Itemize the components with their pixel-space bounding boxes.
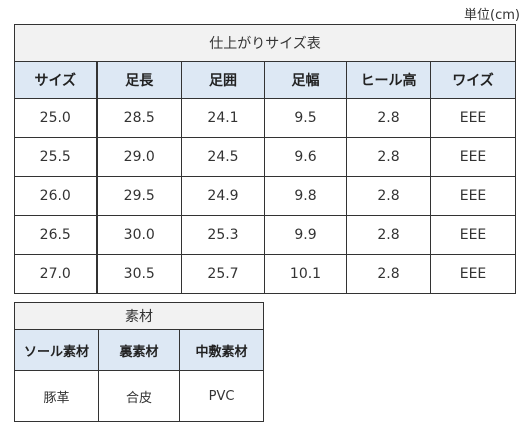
table-cell: 24.9 (181, 176, 265, 216)
table-cell: 25.3 (181, 215, 265, 255)
header-foot-length: 足長 (96, 61, 182, 99)
table-cell: 2.8 (346, 215, 431, 255)
table-cell: EEE (430, 98, 516, 138)
table-cell: 24.5 (181, 137, 265, 177)
header-lining-material: 裏素材 (98, 329, 180, 371)
table-cell: 2.8 (346, 98, 431, 138)
table-cell: 9.9 (264, 215, 347, 255)
table-cell: 30.5 (96, 254, 182, 294)
header-foot-width: 足幅 (264, 61, 347, 99)
size-table-title-row: 仕上がりサイズ表 (14, 24, 516, 62)
size-table: 仕上がりサイズ表 サイズ 足長 足囲 足幅 ヒール高 ワイズ 25.0 28.5… (14, 24, 516, 294)
table-cell: 10.1 (264, 254, 347, 294)
table-row: 25.0 28.5 24.1 9.5 2.8 EEE (14, 98, 516, 138)
table-cell: EEE (430, 215, 516, 255)
table-cell: 25.7 (181, 254, 265, 294)
table-cell: 26.5 (14, 215, 98, 255)
table-cell: 28.5 (96, 98, 182, 138)
table-row: 豚革 合皮 PVC (14, 370, 265, 422)
material-table: 素材 ソール素材 裏素材 中敷素材 豚革 合皮 PVC (13, 302, 265, 422)
table-cell: 29.0 (96, 137, 182, 177)
table-cell: EEE (430, 137, 516, 177)
table-row: 25.5 29.0 24.5 9.6 2.8 EEE (14, 137, 516, 177)
table-cell: 9.5 (264, 98, 347, 138)
table-cell: 9.6 (264, 137, 347, 177)
unit-label: 単位(cm) (464, 8, 520, 23)
table-cell: 29.5 (96, 176, 182, 216)
table-cell: 2.8 (346, 254, 431, 294)
table-cell: 2.8 (346, 137, 431, 177)
material-table-header-row: ソール素材 裏素材 中敷素材 (14, 329, 265, 371)
table-cell: 2.8 (346, 176, 431, 216)
table-cell: 30.0 (96, 215, 182, 255)
header-insole-material: 中敷素材 (178, 329, 265, 371)
table-cell: 豚革 (14, 370, 99, 422)
table-cell: 25.5 (14, 137, 98, 177)
size-table-title: 仕上がりサイズ表 (14, 24, 516, 62)
table-row: 26.5 30.0 25.3 9.9 2.8 EEE (14, 215, 516, 255)
table-cell: EEE (430, 254, 516, 294)
material-table-title-row: 素材 (13, 302, 265, 330)
header-sole-material: ソール素材 (14, 329, 99, 371)
table-cell: 9.8 (264, 176, 347, 216)
table-cell: 合皮 (98, 370, 180, 422)
table-cell: PVC (178, 370, 265, 422)
header-heel-height: ヒール高 (346, 61, 431, 99)
table-cell: 27.0 (14, 254, 98, 294)
header-foot-girth: 足囲 (181, 61, 265, 99)
material-table-title: 素材 (13, 302, 265, 330)
table-cell: EEE (430, 176, 516, 216)
table-row: 26.0 29.5 24.9 9.8 2.8 EEE (14, 176, 516, 216)
table-row: 27.0 30.5 25.7 10.1 2.8 EEE (14, 254, 516, 294)
size-table-header-row: サイズ 足長 足囲 足幅 ヒール高 ワイズ (14, 61, 516, 99)
header-size: サイズ (14, 61, 98, 99)
table-cell: 24.1 (181, 98, 265, 138)
table-cell: 25.0 (14, 98, 98, 138)
table-cell: 26.0 (14, 176, 98, 216)
header-wise: ワイズ (430, 61, 516, 99)
